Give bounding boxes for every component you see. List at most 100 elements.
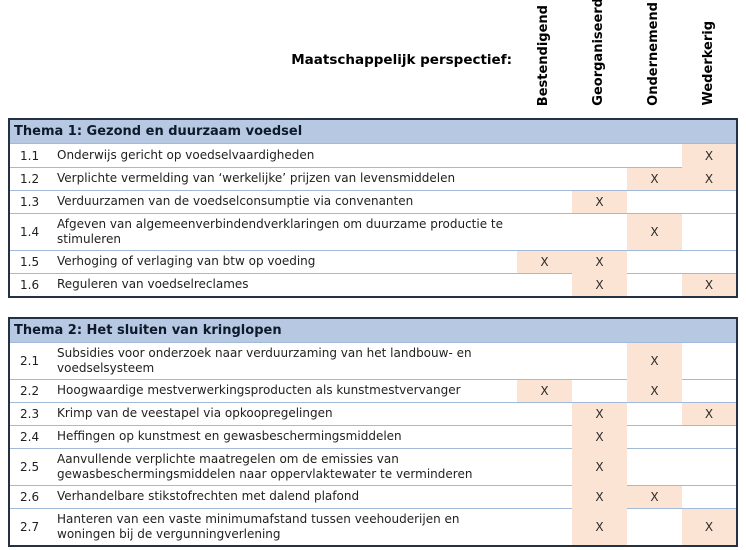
policy-row-2.7: 2.7 Hanteren van een vaste minimumafstand… (10, 508, 736, 545)
mark-cell-ondernemend: X (627, 379, 682, 402)
policy-row-2.3: 2.3 Krimp van de veestapel via opkooprege… (10, 402, 736, 425)
row-description: Reguleren van voedselreclames (57, 273, 517, 296)
mark-cell-ondernemend (627, 402, 682, 425)
mark-cell-wederkerig (682, 425, 736, 448)
mark-cell-wederkerig: X (682, 402, 736, 425)
mark-cell-wederkerig (682, 343, 736, 379)
thema-title: Thema 1: Gezond en duurzaam voedsel (10, 120, 736, 144)
mark-cell-wederkerig (682, 379, 736, 402)
policy-row-1.1: 1.1 Onderwijs gericht op voedselvaardighe… (10, 144, 736, 167)
policy-row-1.4: 1.4 Afgeven van algemeenverbindendverklar… (10, 213, 736, 250)
row-description: Hoogwaardige mestverwerkingsproducten al… (57, 379, 517, 402)
mark-cell-wederkerig (682, 448, 736, 485)
row-number: 1.3 (10, 190, 57, 213)
thema-tables: Thema 1: Gezond en duurzaam voedsel 1.1 On… (0, 118, 746, 547)
mark-cell-georganiseerd: X (572, 508, 627, 545)
mark-cell-ondernemend (627, 448, 682, 485)
row-number: 1.1 (20, 148, 40, 163)
table-header-area: Maatschappelijk perspectief: Bestendigen… (0, 0, 746, 118)
row-description: Verplichte vermelding van ‘werkelijke’ p… (57, 167, 517, 190)
row-number: 2.7 (10, 508, 57, 545)
row-number: 1.6 (10, 273, 57, 296)
column-header-bestendigend: Bestendigend (517, 0, 572, 106)
mark-cell-bestendigend: X (517, 379, 572, 402)
mark-cell-georganiseerd: X (572, 485, 627, 508)
mark-cell-georganiseerd (572, 144, 627, 167)
mark-cell-ondernemend (627, 273, 682, 296)
mark-cell-ondernemend (627, 425, 682, 448)
mark-cell-georganiseerd: X (572, 448, 627, 485)
row-description: Heffingen op kunstmest en gewasbeschermi… (57, 425, 517, 448)
thema-1-table: Thema 1: Gezond en duurzaam voedsel 1.1 On… (8, 118, 738, 298)
mark-cell-georganiseerd (572, 167, 627, 190)
policy-row-1.2: 1.2 Verplichte vermelding van ‘werkelijke… (10, 167, 736, 190)
mark-cell-wederkerig: X (682, 273, 736, 296)
mark-cell-wederkerig: X (682, 508, 736, 545)
mark-cell-georganiseerd (572, 379, 627, 402)
column-header-label: Wederkerig (701, 21, 717, 106)
mark-cell-wederkerig (682, 250, 736, 273)
mark-cell-ondernemend: X (627, 213, 682, 250)
mark-cell-ondernemend (627, 250, 682, 273)
mark-cell-bestendigend (517, 448, 572, 485)
row-description: Afgeven van algemeenverbindendverklaring… (57, 213, 517, 250)
mark-cell-bestendigend (517, 508, 572, 545)
perspective-label: Maatschappelijk perspectief: (291, 52, 512, 68)
policy-row-2.2: 2.2 Hoogwaardige mestverwerkingsproducten… (10, 379, 736, 402)
mark-cell-georganiseerd: X (572, 425, 627, 448)
mark-cell-georganiseerd: X (572, 250, 627, 273)
row-number: 2.4 (10, 425, 57, 448)
mark-cell-georganiseerd (572, 343, 627, 379)
mark-cell-ondernemend (627, 508, 682, 545)
mark-cell-bestendigend (517, 402, 572, 425)
row-description: Hanteren van een vaste minimumafstand tu… (57, 508, 517, 545)
thema-title: Thema 2: Het sluiten van kringlopen (10, 319, 736, 343)
mark-cell-ondernemend (627, 144, 682, 167)
mark-cell-wederkerig (682, 485, 736, 508)
mark-cell-bestendigend (517, 343, 572, 379)
row-description: Onderwijs gericht op voedselvaardigheden (57, 147, 315, 162)
row-number: 2.5 (10, 448, 57, 485)
mark-cell-bestendigend (517, 144, 572, 167)
mark-cell-wederkerig (682, 190, 736, 213)
mark-cell-georganiseerd: X (572, 190, 627, 213)
row-description: Verhandelbare stikstofrechten met dalend… (57, 485, 517, 508)
row-description: Verduurzamen van de voedselconsumptie vi… (57, 190, 517, 213)
column-header-label: Bestendigend (536, 4, 552, 106)
row-description: Verhoging of verlaging van btw op voedin… (57, 250, 517, 273)
mark-cell-ondernemend: X (627, 485, 682, 508)
mark-cell-bestendigend (517, 273, 572, 296)
mark-cell-wederkerig (682, 213, 736, 250)
row-number: 2.2 (10, 379, 57, 402)
row-number: 2.3 (10, 402, 57, 425)
row-number: 1.2 (10, 167, 57, 190)
policy-row-2.5: 2.5 Aanvullende verplichte maatregelen om… (10, 448, 736, 485)
mark-cell-bestendigend (517, 167, 572, 190)
row-number: 1.4 (10, 213, 57, 250)
mark-cell-georganiseerd: X (572, 273, 627, 296)
policy-row-1.6: 1.6 Reguleren van voedselreclames X X (10, 273, 736, 296)
policy-row-2.6: 2.6 Verhandelbare stikstofrechten met dal… (10, 485, 736, 508)
policy-row-2.4: 2.4 Heffingen op kunstmest en gewasbesche… (10, 425, 736, 448)
mark-cell-wederkerig: X (682, 167, 736, 190)
policy-row-2.1: 2.1 Subsidies voor onderzoek naar verduur… (10, 343, 736, 379)
policy-row-1.3: 1.3 Verduurzamen van de voedselconsumptie… (10, 190, 736, 213)
mark-cell-bestendigend: X (517, 250, 572, 273)
mark-cell-ondernemend: X (627, 167, 682, 190)
row-description: Aanvullende verplichte maatregelen om de… (57, 448, 517, 485)
mark-cell-bestendigend (517, 190, 572, 213)
mark-cell-bestendigend (517, 485, 572, 508)
thema-2-table: Thema 2: Het sluiten van kringlopen 2.1 Su… (8, 317, 738, 547)
column-header-label: Ondernemend (646, 2, 662, 106)
mark-cell-ondernemend (627, 190, 682, 213)
mark-cell-bestendigend (517, 213, 572, 250)
row-number: 1.5 (10, 250, 57, 273)
column-header-wederkerig: Wederkerig (682, 0, 737, 106)
mark-cell-wederkerig: X (682, 144, 736, 167)
mark-cell-ondernemend: X (627, 343, 682, 379)
mark-cell-georganiseerd (572, 213, 627, 250)
column-header-label: Georganiseerd (591, 0, 607, 106)
row-description: Subsidies voor onderzoek naar verduurzam… (57, 345, 472, 376)
column-header-georganiseerd: Georganiseerd (572, 0, 627, 106)
